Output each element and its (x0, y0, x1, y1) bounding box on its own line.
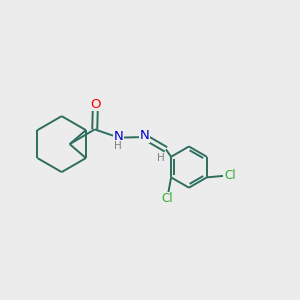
Text: H: H (114, 142, 122, 152)
Text: N: N (140, 129, 150, 142)
Text: Cl: Cl (225, 169, 236, 182)
Text: N: N (114, 130, 124, 143)
Text: H: H (157, 153, 165, 163)
Text: Cl: Cl (162, 192, 173, 206)
Text: O: O (90, 98, 101, 111)
